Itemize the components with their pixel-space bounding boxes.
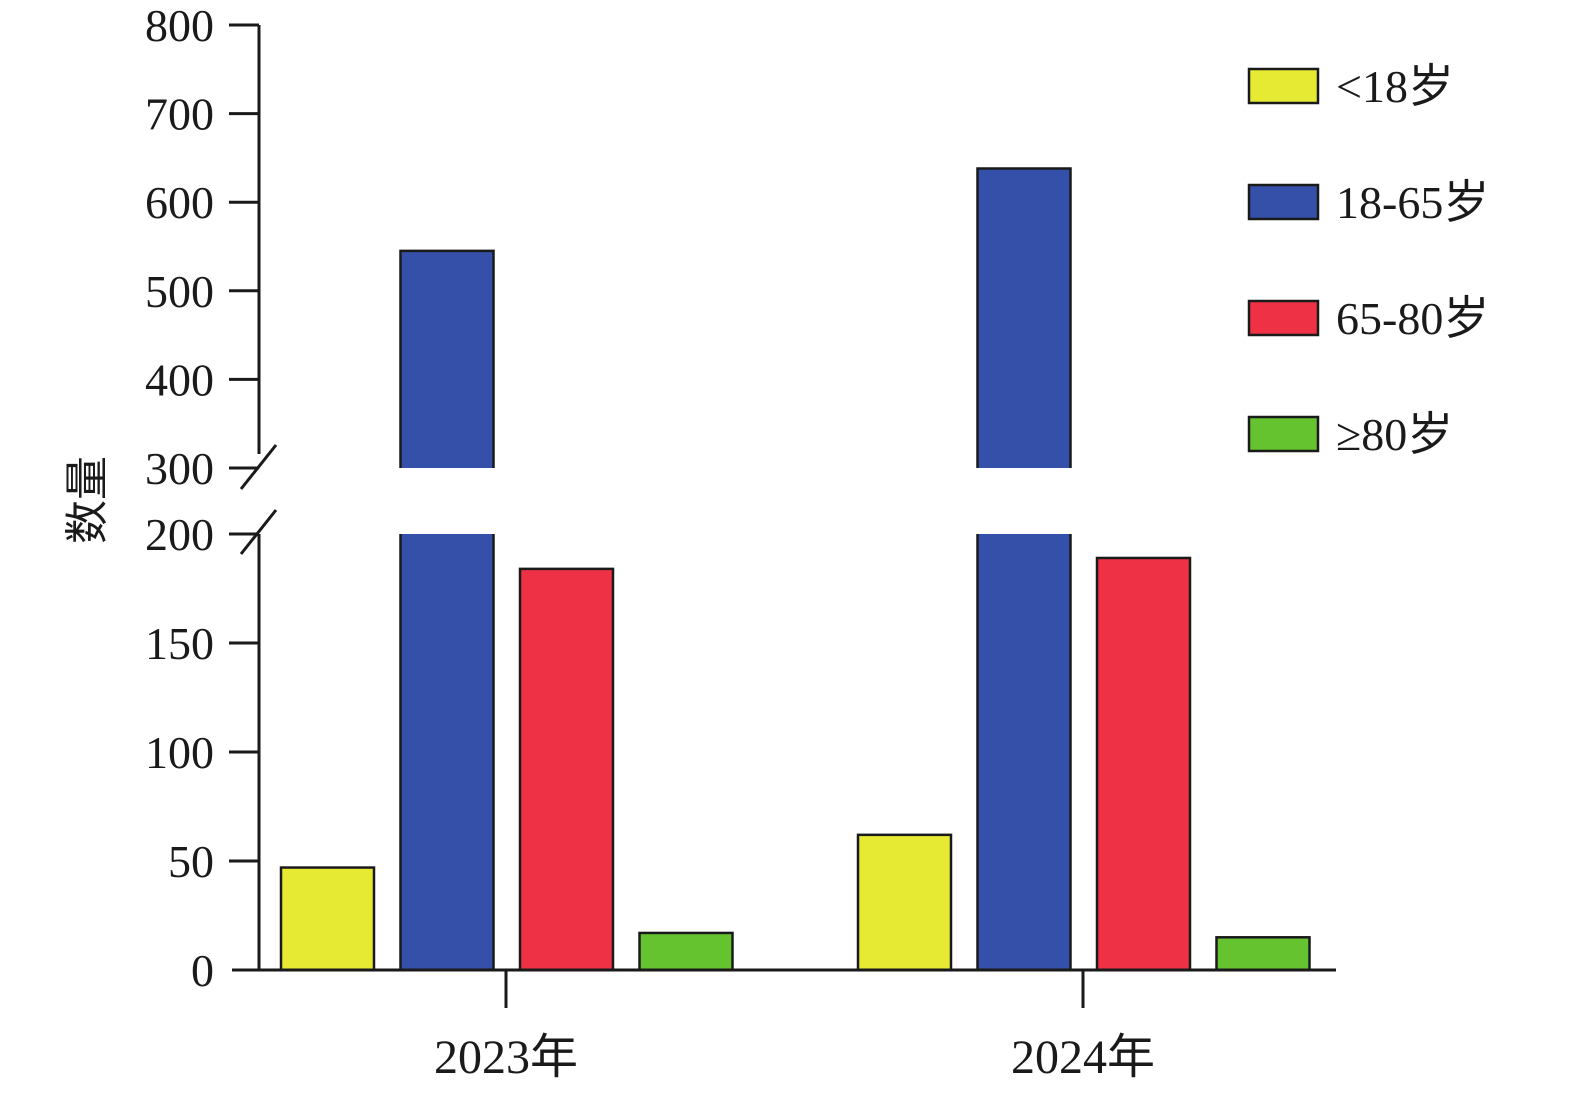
axes-group: 50 100 150 200 0 300 400 500 600 700 800 2023年 2024年 [145,0,1336,1084]
legend: <18岁 18-65岁 65-80岁 ≥80岁 [1247,61,1489,460]
y-tick-label: 200 [145,509,214,560]
y-axis-label: 数量 [62,456,113,544]
legend-swatch [1247,415,1320,453]
x-tick-label: 2023年 [434,1031,578,1084]
y-tick-label: 600 [145,177,214,228]
bar [976,167,1072,972]
legend-item: <18岁 [1247,61,1454,112]
bar [1215,936,1311,972]
legend-item: 18-65岁 [1247,177,1489,228]
legend-label: ≥80岁 [1336,409,1453,460]
legend-swatch [1247,183,1320,221]
bar [856,833,953,972]
legend-swatch [1247,299,1320,337]
y-tick-label: 50 [168,836,214,887]
y-tick-label: 100 [145,727,214,778]
bar [518,567,615,972]
bar [399,249,495,972]
legend-swatch [1247,67,1320,105]
bar [1095,556,1192,972]
legend-label: <18岁 [1336,61,1454,112]
bars-group [279,167,1311,972]
x-tick-label: 2024年 [1011,1031,1155,1084]
y-tick-label: 300 [145,443,214,494]
y-tick-label: 500 [145,266,214,317]
axis-break-mark [239,509,278,555]
legend-item: ≥80岁 [1247,409,1453,460]
y-tick-label: 800 [145,0,214,51]
y-tick-label: 700 [145,89,214,140]
legend-label: 18-65岁 [1336,177,1489,228]
y-tick-label: 0 [191,945,214,996]
legend-item: 65-80岁 [1247,293,1489,344]
bar [638,931,734,972]
legend-label: 65-80岁 [1336,293,1489,344]
bar [279,866,376,972]
y-tick-label: 150 [145,618,214,669]
y-tick-label: 400 [145,354,214,405]
